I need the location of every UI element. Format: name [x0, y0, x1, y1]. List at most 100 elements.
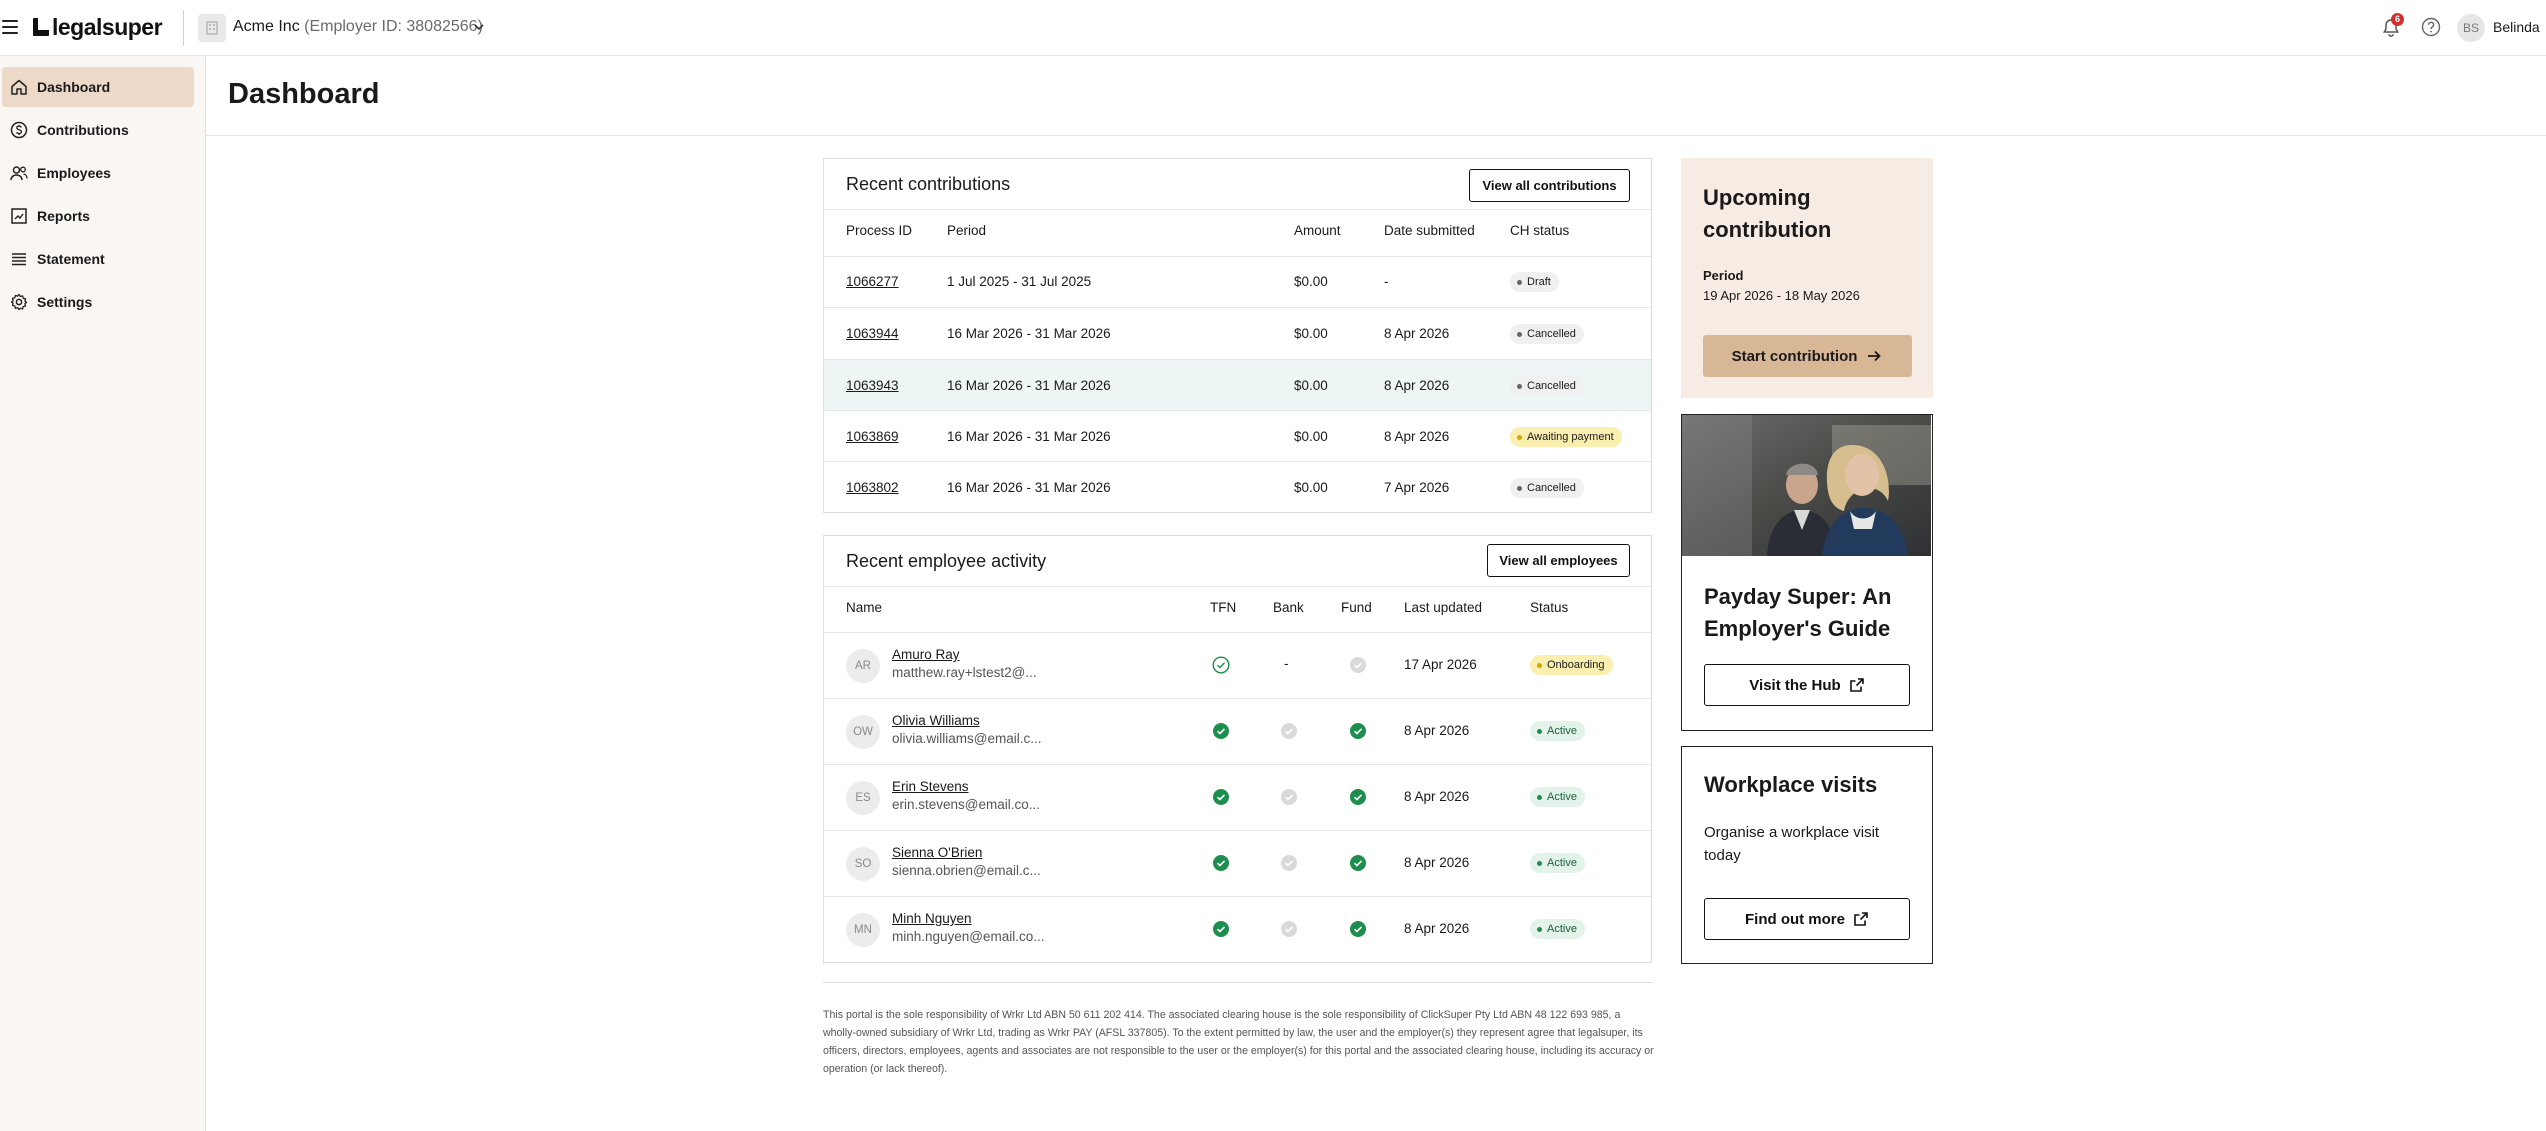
- employee-name-link[interactable]: Sienna O'Brien: [892, 845, 983, 860]
- avatar: OW: [846, 715, 880, 749]
- process-id-link[interactable]: 1066277: [846, 274, 899, 289]
- visit-the-hub-button[interactable]: Visit the Hub: [1704, 664, 1910, 706]
- employee-email: sienna.obrien@email.c...: [892, 863, 1041, 878]
- column-header: Fund: [1341, 600, 1372, 615]
- start-contribution-button[interactable]: Start contribution: [1703, 335, 1912, 377]
- table-row[interactable]: 1063944 16 Mar 2026 - 31 Mar 2026 $0.00 …: [824, 307, 1651, 359]
- gray-check-icon: [1281, 921, 1297, 937]
- employee-name-link[interactable]: Erin Stevens: [892, 779, 969, 794]
- table-row[interactable]: OW Olivia Williams olivia.williams@email…: [824, 698, 1651, 764]
- process-id-link[interactable]: 1063802: [846, 480, 899, 495]
- table-row[interactable]: 1066277 1 Jul 2025 - 31 Jul 2025 $0.00 -…: [824, 256, 1651, 307]
- table-row[interactable]: MN Minh Nguyen minh.nguyen@email.co... 8…: [824, 896, 1651, 962]
- status-badge: Active: [1530, 721, 1585, 741]
- view-all-employees-button[interactable]: View all employees: [1487, 544, 1630, 577]
- view-all-contributions-button[interactable]: View all contributions: [1469, 169, 1630, 202]
- period: 16 Mar 2026 - 31 Mar 2026: [947, 326, 1111, 341]
- status-badge: Onboarding: [1530, 655, 1613, 675]
- process-id-link[interactable]: 1063943: [846, 378, 899, 393]
- sidebar-item-contributions[interactable]: Contributions: [2, 110, 194, 150]
- button-label: Visit the Hub: [1749, 676, 1841, 694]
- table-row[interactable]: ES Erin Stevens erin.stevens@email.co...…: [824, 764, 1651, 830]
- table-row[interactable]: 1063943 16 Mar 2026 - 31 Mar 2026 $0.00 …: [824, 359, 1651, 410]
- notification-badge: 6: [2391, 13, 2404, 26]
- status-badge: Cancelled: [1510, 376, 1584, 396]
- employee-email: matthew.ray+lstest2@...: [892, 665, 1037, 680]
- user-avatar[interactable]: BS: [2457, 14, 2485, 42]
- table-row[interactable]: AR Amuro Ray matthew.ray+lstest2@... - 1…: [824, 632, 1651, 698]
- recent-contributions-card: Recent contributions View all contributi…: [823, 158, 1652, 513]
- last-updated: 8 Apr 2026: [1404, 921, 1470, 936]
- help-icon[interactable]: [2420, 16, 2442, 38]
- status-badge: Active: [1530, 919, 1585, 939]
- sidebar-item-label: Contributions: [37, 122, 129, 138]
- card-title: Recent contributions: [846, 174, 1011, 194]
- date-submitted: 8 Apr 2026: [1384, 326, 1450, 341]
- column-header: CH status: [1510, 223, 1570, 238]
- period-label: Period: [1703, 268, 1744, 283]
- card-title: Payday Super: An Employer's Guide: [1704, 584, 1892, 641]
- logo[interactable]: legalsuper: [33, 12, 163, 42]
- guide-photo: [1682, 415, 1931, 556]
- sidebar-item-settings[interactable]: Settings: [2, 282, 194, 322]
- column-header: Bank: [1273, 600, 1304, 615]
- process-id-link[interactable]: 1063944: [846, 326, 899, 341]
- employer-switcher[interactable]: Acme Inc (Employer ID: 38082566): [233, 18, 483, 36]
- green-check-icon: [1213, 723, 1229, 739]
- external-link-icon: [1849, 678, 1864, 692]
- process-id-link[interactable]: 1063869: [846, 429, 899, 444]
- header-divider: [183, 10, 184, 46]
- gray-check-icon: [1281, 723, 1297, 739]
- employee-email: olivia.williams@email.c...: [892, 731, 1042, 746]
- gray-check-icon: [1281, 855, 1297, 871]
- green-check-icon: [1350, 723, 1366, 739]
- header-divider: [206, 135, 2546, 136]
- button-label: Find out more: [1745, 910, 1845, 928]
- card-title: Workplace visits: [1704, 772, 1878, 797]
- employee-email: minh.nguyen@email.co...: [892, 929, 1045, 944]
- chevron-down-icon[interactable]: [472, 20, 486, 34]
- green-check-icon: [1350, 789, 1366, 805]
- menu-icon[interactable]: [2, 20, 18, 34]
- external-link-icon: [1854, 912, 1868, 926]
- period: 1 Jul 2025 - 31 Jul 2025: [947, 274, 1092, 289]
- gray-check-icon: [1350, 657, 1366, 673]
- user-name[interactable]: Belinda: [2493, 19, 2540, 35]
- date-submitted: 7 Apr 2026: [1384, 480, 1450, 495]
- last-updated: 17 Apr 2026: [1404, 657, 1477, 672]
- workplace-visits-card: Workplace visits Organise a workplace vi…: [1681, 746, 1933, 964]
- table-row[interactable]: 1063869 16 Mar 2026 - 31 Mar 2026 $0.00 …: [824, 410, 1651, 461]
- last-updated: 8 Apr 2026: [1404, 723, 1470, 738]
- period: 16 Mar 2026 - 31 Mar 2026: [947, 429, 1111, 444]
- find-out-more-button[interactable]: Find out more: [1704, 898, 1910, 940]
- table-divider: [824, 209, 1651, 210]
- green-check-icon: [1213, 921, 1229, 937]
- sidebar-item-employees[interactable]: Employees: [2, 153, 194, 193]
- logo-text: legalsuper: [52, 13, 163, 40]
- table-row[interactable]: 1063802 16 Mar 2026 - 31 Mar 2026 $0.00 …: [824, 461, 1651, 512]
- card-description: Organise a workplace visit today: [1704, 824, 1880, 864]
- employer-guide-card: Payday Super: An Employer's Guide Visit …: [1681, 414, 1933, 731]
- green-check-icon: [1350, 921, 1366, 937]
- sidebar-item-label: Dashboard: [37, 79, 111, 95]
- org-id: (Employer ID: 38082566): [304, 18, 483, 35]
- bank-status: -: [1284, 656, 1289, 671]
- arrow-right-icon: [1868, 350, 1882, 362]
- table-row[interactable]: SO Sienna O'Brien sienna.obrien@email.c.…: [824, 830, 1651, 896]
- footer-divider: [823, 982, 1652, 983]
- employee-email: erin.stevens@email.co...: [892, 797, 1041, 812]
- employee-name-link[interactable]: Olivia Williams: [892, 713, 980, 728]
- sidebar-item-dashboard[interactable]: Dashboard: [2, 67, 194, 107]
- status-badge: Draft: [1510, 272, 1559, 292]
- employee-name-link[interactable]: Minh Nguyen: [892, 911, 972, 926]
- page-title: Dashboard: [228, 78, 380, 110]
- sidebar-item-statement[interactable]: Statement: [2, 239, 194, 279]
- sidebar-item-label: Settings: [37, 294, 93, 310]
- outline-check-icon: [1212, 656, 1230, 674]
- list-icon: [12, 253, 26, 266]
- sidebar-item-reports[interactable]: Reports: [2, 196, 194, 236]
- amount: $0.00: [1294, 326, 1328, 341]
- status-badge: Cancelled: [1510, 478, 1584, 498]
- employee-name-link[interactable]: Amuro Ray: [892, 647, 960, 662]
- green-check-icon: [1213, 855, 1229, 871]
